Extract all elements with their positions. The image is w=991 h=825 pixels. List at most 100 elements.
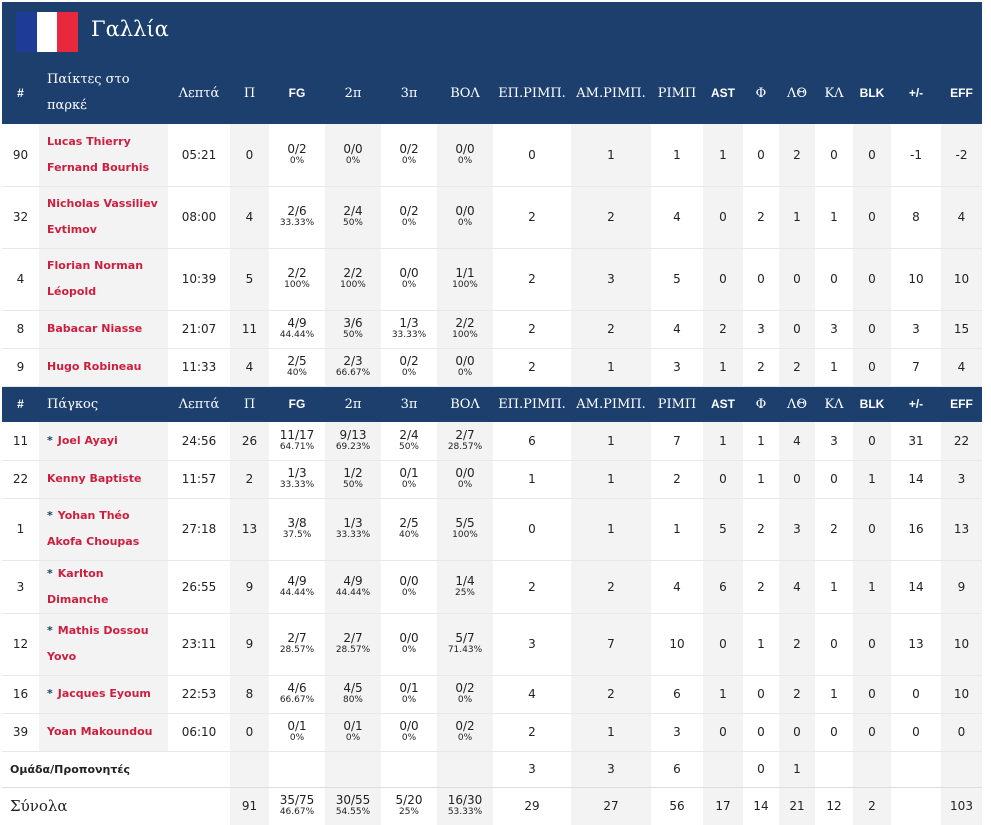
stat-stl: 3	[815, 422, 853, 461]
player-row: 39 Yoan Makoundou 06:10 0 0/1 0% 0/1 0% 0/0 0% 0/2…	[2, 713, 982, 752]
stat-p3-percentage: 0%	[401, 480, 417, 490]
col-header-num[interactable]: #	[2, 386, 39, 422]
stat-blk: 0	[853, 675, 891, 714]
stat-ft-percentage: 0%	[457, 480, 473, 490]
col-header-reb[interactable]: ΡΙΜΠ	[651, 62, 703, 124]
stat-ft-percentage: 0%	[457, 733, 473, 743]
total-p2-made-attempted: 30/55	[335, 793, 371, 808]
stat-fg-percentage: 66.67%	[279, 695, 315, 705]
col-header-ft[interactable]: ΒΟΛ	[437, 386, 493, 422]
stat-p3: 0/1 0%	[381, 460, 437, 499]
col-header-dreb[interactable]: ΑΜ.ΡΙΜΠ.	[571, 386, 651, 422]
stat-fg-percentage: 100%	[284, 280, 310, 290]
stat-p2: 0/1 0%	[325, 713, 381, 752]
col-header-reb[interactable]: ΡΙΜΠ	[651, 386, 703, 422]
player-name-link[interactable]: Yoan Makoundou	[47, 725, 153, 738]
stat-p3: 0/1 0%	[381, 675, 437, 714]
col-header-pm[interactable]: +/-	[891, 62, 941, 124]
stat-ast: 0	[703, 713, 743, 752]
player-name-link[interactable]: Hugo Robineau	[47, 360, 142, 373]
stat-eff: 10	[941, 613, 982, 676]
stat-num: 1	[2, 498, 39, 561]
stat-p2-percentage: 50%	[342, 218, 363, 228]
total-p3-percentage: 25%	[398, 807, 419, 818]
player-name-link[interactable]: Joel Ayayi	[57, 433, 118, 447]
col-header-min[interactable]: Λεπτά	[168, 62, 230, 124]
col-header-ast[interactable]: AST	[703, 386, 743, 422]
player-name-link[interactable]: Jacques Eyoum	[57, 687, 151, 700]
stat-p3-percentage: 0%	[401, 645, 417, 655]
player-name-link[interactable]: Karlton Dimanche	[47, 566, 109, 606]
stat-fouls: 2	[743, 186, 779, 249]
stat-p3: 1/3 33.33%	[381, 310, 437, 349]
stat-p3-percentage: 40%	[398, 530, 419, 540]
player-name-link[interactable]: Lucas Thierry Fernand Bourhis	[47, 134, 150, 174]
stat-ft: 0/0 0%	[437, 348, 493, 387]
stat-stl: 3	[815, 310, 853, 349]
col-header-min[interactable]: Λεπτά	[168, 386, 230, 422]
stat-ft-made-attempted: 2/2	[455, 316, 475, 330]
stat-fg-percentage: 33.33%	[279, 480, 315, 490]
player-name-link[interactable]: Kenny Baptiste	[47, 472, 142, 485]
col-header-ft[interactable]: ΒΟΛ	[437, 62, 493, 124]
col-header-oreb[interactable]: ΕΠ.ΡΙΜΠ.	[493, 386, 571, 422]
stat-pm: 0	[891, 675, 941, 714]
col-header-num[interactable]: #	[2, 62, 39, 124]
col-header-blk[interactable]: BLK	[853, 62, 891, 124]
player-name-link[interactable]: Mathis Dossou Yovo	[47, 624, 149, 663]
col-header-pts[interactable]: Π	[230, 62, 269, 124]
stat-reb: 4	[651, 560, 703, 614]
team-name: Γαλλία	[91, 17, 169, 41]
stat-dreb: 2	[571, 675, 651, 714]
col-header-name[interactable]: Πάγκος	[39, 386, 168, 422]
total-blk: 2	[853, 786, 891, 825]
col-header-ast[interactable]: AST	[703, 62, 743, 124]
stat-p3-made-attempted: 0/0	[399, 719, 419, 733]
stat-p3: 0/0 0%	[381, 248, 437, 311]
col-header-stl[interactable]: ΚΛ	[815, 62, 853, 124]
col-header-fouls[interactable]: Φ	[743, 62, 779, 124]
col-header-dreb[interactable]: ΑΜ.ΡΙΜΠ.	[571, 62, 651, 124]
col-header-fouls[interactable]: Φ	[743, 386, 779, 422]
col-header-to[interactable]: ΛΘ	[779, 386, 815, 422]
stat-stl: 1	[815, 348, 853, 387]
player-name-link[interactable]: Nicholas Vassiliev Evtimov	[47, 197, 158, 236]
stat-stl: 1	[815, 560, 853, 614]
stat-dreb: 1	[571, 348, 651, 387]
stat-fg: 2/7 28.57%	[269, 613, 325, 676]
stat-ft: 2/2 100%	[437, 310, 493, 349]
stat-min: 11:57	[168, 460, 230, 499]
col-header-eff[interactable]: EFF	[941, 386, 982, 422]
stat-min: 27:18	[168, 498, 230, 561]
col-header-p3[interactable]: 3π	[381, 386, 437, 422]
player-name-link[interactable]: Yohan Théo Akofa Choupas	[47, 509, 140, 548]
col-header-pts[interactable]: Π	[230, 386, 269, 422]
col-header-fg[interactable]: FG	[269, 62, 325, 124]
stat-ft: 0/2 0%	[437, 713, 493, 752]
col-header-p2[interactable]: 2π	[325, 62, 381, 124]
stat-reb: 4	[651, 186, 703, 249]
player-name-link[interactable]: Babacar Niasse	[47, 322, 143, 335]
player-name-link[interactable]: Florian Norman Léopold	[47, 259, 144, 298]
empty-cell	[168, 786, 230, 825]
col-header-eff[interactable]: EFF	[941, 62, 982, 124]
col-header-stl[interactable]: ΚΛ	[815, 386, 853, 422]
total-fg-made-attempted: 35/75	[279, 793, 315, 808]
col-header-p3[interactable]: 3π	[381, 62, 437, 124]
col-header-pm[interactable]: +/-	[891, 386, 941, 422]
col-header-to[interactable]: ΛΘ	[779, 62, 815, 124]
col-header-fg[interactable]: FG	[269, 386, 325, 422]
starter-star-icon: *	[47, 687, 53, 700]
stat-p3: 2/4 50%	[381, 422, 437, 461]
stat-blk: 1	[853, 460, 891, 499]
col-header-name[interactable]: Παίκτες στο παρκέ	[39, 62, 168, 124]
col-header-blk[interactable]: BLK	[853, 386, 891, 422]
stat-num: 90	[2, 124, 39, 187]
col-header-oreb[interactable]: ΕΠ.ΡΙΜΠ.	[493, 62, 571, 124]
stat-p2-made-attempted: 9/13	[339, 427, 367, 442]
col-header-p2[interactable]: 2π	[325, 386, 381, 422]
stat-fouls: 1	[743, 422, 779, 461]
flag-stripe-white	[36, 12, 58, 52]
stat-ft-made-attempted: 0/2	[455, 719, 475, 733]
starter-star-icon: *	[47, 433, 53, 447]
